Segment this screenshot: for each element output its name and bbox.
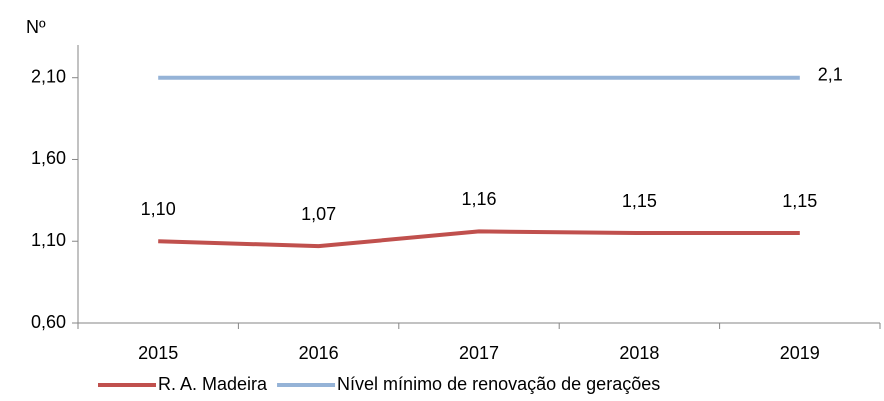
y-tick-label: 0,60 (31, 312, 66, 332)
data-label: 1,16 (461, 189, 496, 209)
y-tick-label: 2,10 (31, 66, 66, 86)
data-label: 1,15 (622, 191, 657, 211)
legend-label: Nível mínimo de renovação de gerações (337, 374, 660, 394)
x-tick-label: 2019 (780, 343, 820, 363)
legend-label: R. A. Madeira (158, 374, 268, 394)
data-label: 1,07 (301, 204, 336, 224)
x-tick-label: 2016 (299, 343, 339, 363)
data-label: 1,10 (141, 199, 176, 219)
y-tick-label: 1,60 (31, 148, 66, 168)
series-line (158, 229, 800, 249)
x-tick-label: 2017 (459, 343, 499, 363)
x-tick-label: 2018 (619, 343, 659, 363)
data-label: 2,1 (818, 64, 843, 84)
x-tick-label: 2015 (138, 343, 178, 363)
data-label: 1,15 (782, 191, 817, 211)
y-axis-label: Nº (26, 17, 46, 37)
y-tick-label: 1,10 (31, 230, 66, 250)
